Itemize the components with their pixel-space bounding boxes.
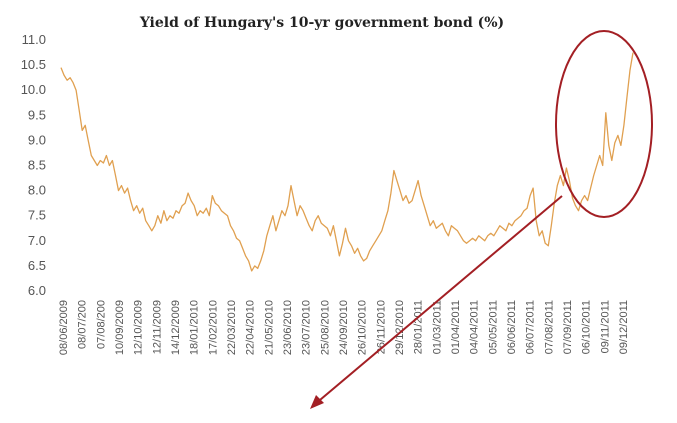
x-tick-label: 29/12/2010	[394, 300, 406, 355]
x-axis: 08/06/2009 08/07/200 07/08/200 10/09/2009 12…	[58, 300, 630, 355]
x-tick-label: 24/09/2010	[338, 300, 350, 355]
y-tick-label: 11.0	[22, 32, 46, 47]
x-tick-label: 07/09/2011	[562, 300, 574, 354]
x-tick-label: 06/06/2011	[506, 300, 518, 354]
x-tick-label: 04/04/2011	[469, 300, 481, 354]
y-tick-label: 8.0	[28, 183, 46, 198]
pointer-arrow	[313, 195, 563, 406]
arrow-head	[310, 395, 324, 409]
y-axis: 6.0 6.5 7.0 7.5 8.0 8.5 9.0 9.5 10.0 10.5 11.0	[21, 32, 46, 298]
x-tick-label: 05/05/2011	[487, 300, 499, 354]
yield-series-line	[60, 52, 634, 272]
x-tick-label: 12/11/2009	[151, 300, 163, 354]
y-tick-label: 6.0	[28, 283, 46, 298]
x-tick-label: 08/06/2009	[58, 300, 70, 355]
x-tick-label: 12/10/2009	[133, 300, 145, 355]
x-tick-label: 14/12/2009	[170, 300, 182, 355]
y-tick-label: 10.5	[21, 57, 46, 72]
x-tick-label: 17/02/2010	[207, 300, 219, 355]
x-tick-label: 07/08/2011	[543, 300, 555, 354]
x-tick-label: 01/04/2011	[450, 300, 462, 354]
y-tick-label: 6.5	[28, 258, 46, 273]
x-tick-label: 01/03/2011	[431, 300, 443, 354]
x-tick-label: 23/06/2010	[282, 300, 294, 355]
x-tick-label: 28/01/2011	[413, 300, 425, 354]
x-tick-label: 26/10/2010	[357, 300, 369, 355]
x-tick-label: 18/01/2010	[189, 300, 201, 355]
y-tick-label: 7.5	[28, 208, 46, 223]
highlight-ellipse	[555, 30, 653, 218]
x-tick-label: 22/03/2010	[226, 300, 238, 355]
chart-title: Yield of Hungary's 10-yr government bond…	[139, 15, 504, 31]
x-tick-label: 09/11/2011	[599, 300, 611, 353]
x-tick-label: 08/07/200	[77, 300, 89, 349]
y-tick-label: 9.0	[28, 132, 46, 147]
y-tick-label: 10.0	[21, 82, 46, 97]
x-tick-label: 06/10/2011	[581, 300, 593, 354]
x-tick-label: 23/07/2010	[301, 300, 313, 355]
y-tick-label: 8.5	[28, 158, 46, 173]
x-tick-label: 22/04/2010	[245, 300, 257, 355]
y-tick-label: 7.0	[28, 233, 46, 248]
x-tick-label: 09/12/2011	[618, 300, 630, 354]
x-tick-label: 06/07/2011	[525, 300, 537, 354]
x-tick-label: 26/11/2010	[375, 300, 387, 354]
x-tick-label: 07/08/200	[95, 300, 107, 349]
x-tick-label: 21/05/2010	[263, 300, 275, 355]
y-tick-label: 9.5	[28, 107, 46, 122]
x-tick-label: 25/08/2010	[319, 300, 331, 355]
x-tick-label: 10/09/2009	[114, 300, 126, 355]
